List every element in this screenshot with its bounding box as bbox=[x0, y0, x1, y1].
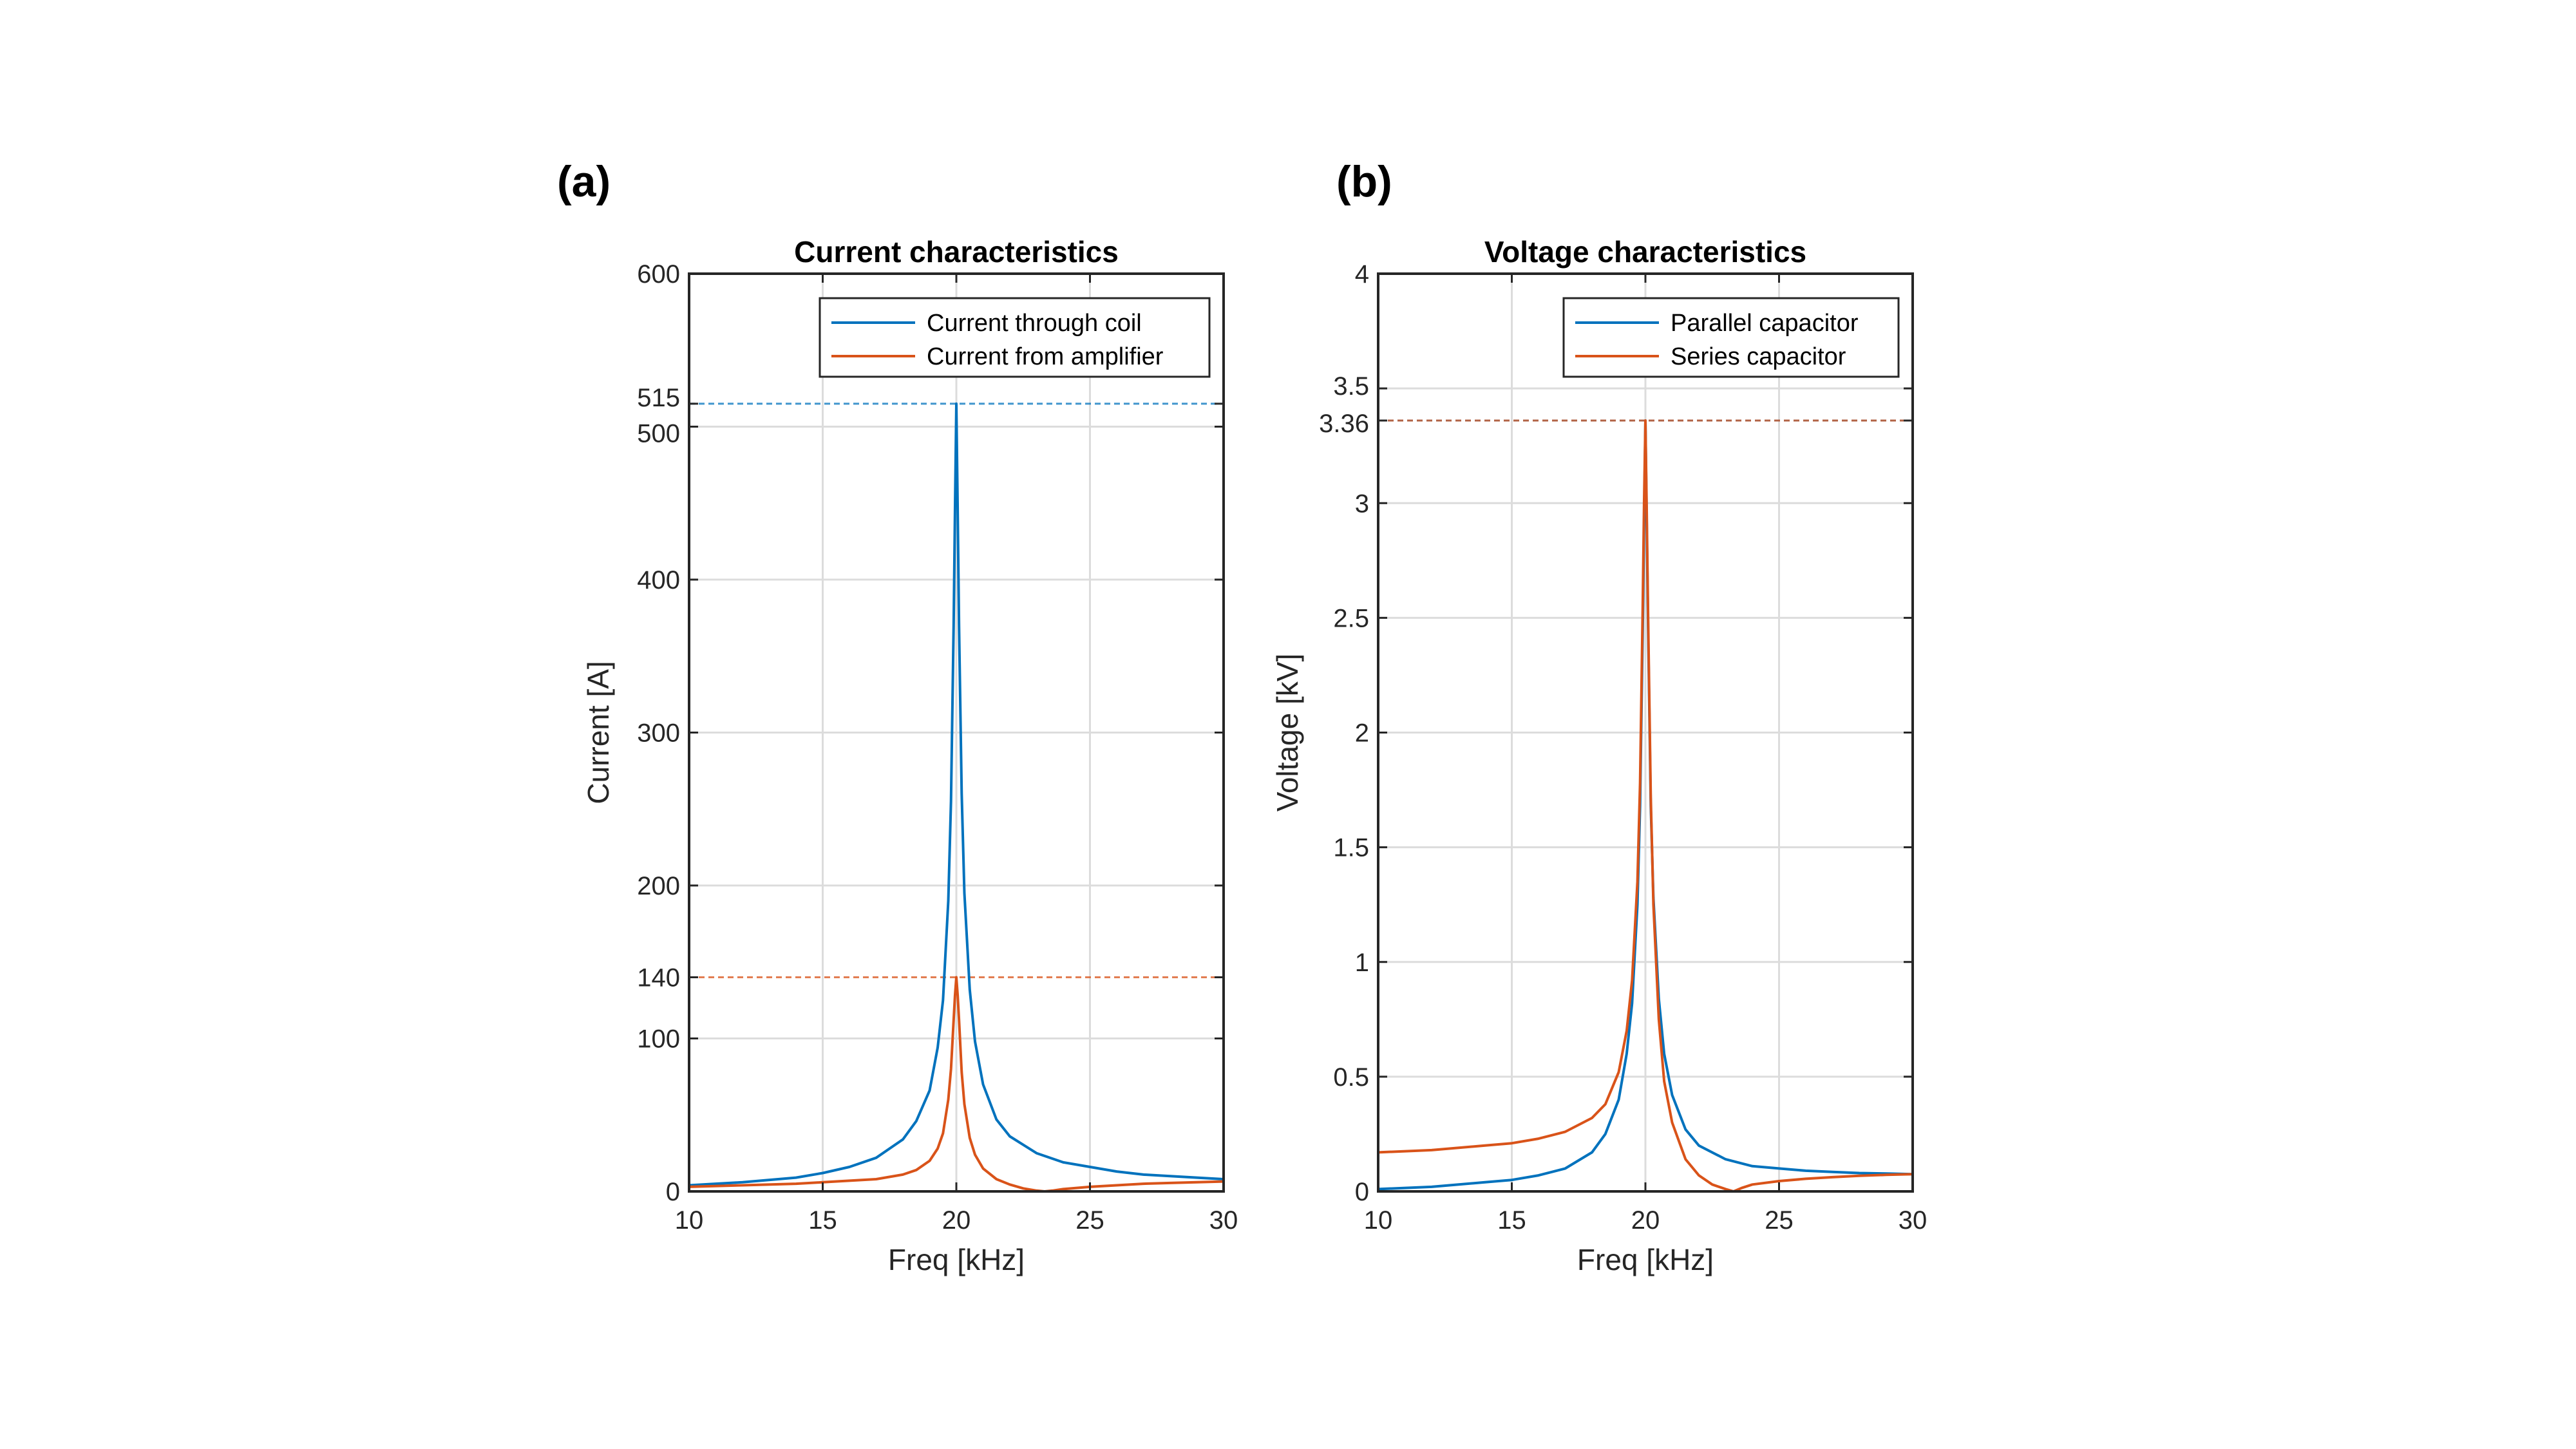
legend-entry: Current from amplifier bbox=[927, 343, 1164, 370]
x-axis-label: Freq [kHz] bbox=[1577, 1243, 1714, 1276]
legend: Parallel capacitor Series capacitor bbox=[1562, 297, 1900, 378]
y-tick-label: 140 bbox=[637, 964, 680, 992]
y-axis-label: Voltage [kV] bbox=[1271, 654, 1304, 812]
x-tick-label: 25 bbox=[1075, 1206, 1104, 1235]
legend: Current through coil Current from amplifi… bbox=[819, 297, 1211, 378]
chart-title: Voltage characteristics bbox=[1484, 235, 1806, 269]
y-tick-label: 3.5 bbox=[1333, 372, 1369, 401]
x-tick-label: 10 bbox=[1364, 1206, 1393, 1235]
x-tick-label: 10 bbox=[675, 1206, 704, 1235]
x-tick-label: 30 bbox=[1899, 1206, 1927, 1235]
panel-label: (b) bbox=[1336, 157, 1392, 206]
y-tick-label: 500 bbox=[637, 420, 680, 448]
legend-entry: Current through coil bbox=[927, 310, 1142, 337]
y-tick-label: 600 bbox=[637, 260, 680, 289]
series-line-1 bbox=[688, 402, 1224, 1187]
y-tick-label: 515 bbox=[637, 384, 680, 412]
y-tick-label: 400 bbox=[637, 566, 680, 594]
legend-box bbox=[1562, 297, 1900, 378]
panel-label: (a) bbox=[557, 157, 611, 206]
chart-title: Current characteristics bbox=[794, 235, 1119, 269]
chart-panel-a: (a)10 15 20 25 300100140200300400500515600Cu… bbox=[557, 157, 1238, 1276]
legend-entry: Series capacitor bbox=[1671, 343, 1846, 370]
y-tick-label: 3.36 bbox=[1319, 410, 1369, 438]
x-tick-label: 20 bbox=[1631, 1206, 1660, 1235]
y-tick-label: 0.5 bbox=[1333, 1063, 1369, 1092]
x-tick-label: 15 bbox=[808, 1206, 837, 1235]
y-tick-label: 0 bbox=[666, 1178, 680, 1206]
chart-panel-b: (b) 10 15 20 25 30 0 0.5 1 1.5 2 2.5 3 3.36 3.5 4 Voltag… bbox=[1271, 157, 1927, 1276]
series-line-2 bbox=[688, 976, 1224, 1193]
legend-entry: Parallel capacitor bbox=[1671, 310, 1859, 337]
y-tick-label: 1 bbox=[1355, 949, 1369, 977]
y-tick-label: 0 bbox=[1355, 1178, 1369, 1206]
y-tick-label: 200 bbox=[637, 872, 680, 900]
series-line-2 bbox=[1378, 419, 1913, 1193]
y-tick-label: 100 bbox=[637, 1025, 680, 1054]
x-tick-label: 15 bbox=[1497, 1206, 1526, 1235]
y-tick-label: 4 bbox=[1355, 260, 1369, 289]
x-tick-label: 20 bbox=[942, 1206, 971, 1235]
y-tick-label: 3 bbox=[1355, 489, 1369, 518]
x-tick-label: 30 bbox=[1209, 1206, 1238, 1235]
y-tick-label: 300 bbox=[637, 719, 680, 748]
y-tick-label: 2.5 bbox=[1333, 604, 1369, 632]
y-axis-label: Current [A] bbox=[582, 661, 615, 804]
chart-panels: (a)10 15 20 25 300100140200300400500515600Cu… bbox=[557, 157, 1927, 1276]
legend-box bbox=[819, 297, 1211, 378]
x-axis-label: Freq [kHz] bbox=[888, 1243, 1025, 1276]
y-tick-label: 2 bbox=[1355, 719, 1369, 748]
y-tick-label: 1.5 bbox=[1333, 834, 1369, 862]
x-tick-label: 25 bbox=[1765, 1206, 1794, 1235]
